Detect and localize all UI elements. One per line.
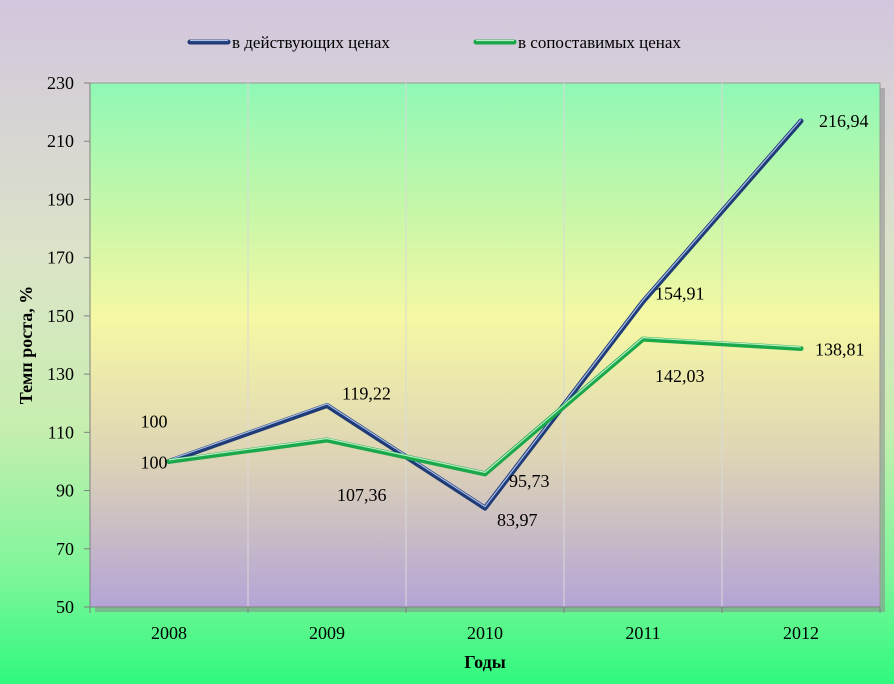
series-line bbox=[166, 118, 804, 511]
data-label: 100 bbox=[141, 411, 168, 431]
y-tick-label: 210 bbox=[47, 131, 74, 151]
data-label: 95,73 bbox=[509, 471, 550, 491]
data-label: 142,03 bbox=[655, 366, 705, 386]
y-tick-label: 230 bbox=[47, 73, 74, 93]
y-tick-label: 130 bbox=[47, 364, 74, 384]
data-label: 154,91 bbox=[655, 284, 705, 304]
y-axis-title: Темп роста, % bbox=[16, 286, 36, 405]
y-tick-label: 150 bbox=[47, 306, 74, 326]
series-line bbox=[166, 336, 804, 477]
data-label: 100 bbox=[141, 452, 168, 472]
x-tick-label: 2012 bbox=[783, 623, 819, 643]
x-tick-label: 2009 bbox=[309, 623, 345, 643]
legend: в действующих ценах в сопоставимых ценах bbox=[187, 33, 681, 52]
legend-label: в действующих ценах bbox=[232, 33, 390, 52]
legend-label: в сопоставимых ценах bbox=[518, 33, 681, 52]
y-tick-label: 50 bbox=[56, 597, 74, 617]
series-line-highlight bbox=[168, 336, 802, 473]
y-tick-label: 110 bbox=[48, 422, 74, 442]
data-label: 107,36 bbox=[337, 485, 387, 505]
y-tick-label: 190 bbox=[47, 189, 74, 209]
data-label: 83,97 bbox=[497, 510, 538, 530]
x-tick-label: 2011 bbox=[625, 623, 660, 643]
data-label: 138,81 bbox=[815, 339, 865, 359]
data-label: 119,22 bbox=[342, 383, 391, 403]
x-tick-label: 2010 bbox=[467, 623, 503, 643]
y-tick-label: 90 bbox=[56, 481, 74, 501]
x-tick-label: 2008 bbox=[151, 623, 187, 643]
data-label: 216,94 bbox=[819, 111, 869, 131]
data-labels: 100 119,22 83,97 154,91 216,94 100 107,36 95,73… bbox=[141, 111, 869, 530]
series-line-highlight bbox=[168, 119, 802, 508]
series-layer bbox=[166, 118, 804, 511]
x-axis-title: Годы bbox=[464, 652, 506, 672]
y-tick-label: 170 bbox=[47, 248, 74, 268]
y-tick-label: 70 bbox=[56, 539, 74, 559]
axes: 50 70 90 110 130 150 170 190 210 230 2008 2009 2010 2… bbox=[16, 73, 881, 672]
